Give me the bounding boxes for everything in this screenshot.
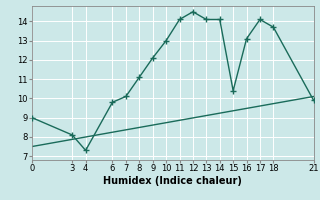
X-axis label: Humidex (Indice chaleur): Humidex (Indice chaleur) — [103, 176, 242, 186]
